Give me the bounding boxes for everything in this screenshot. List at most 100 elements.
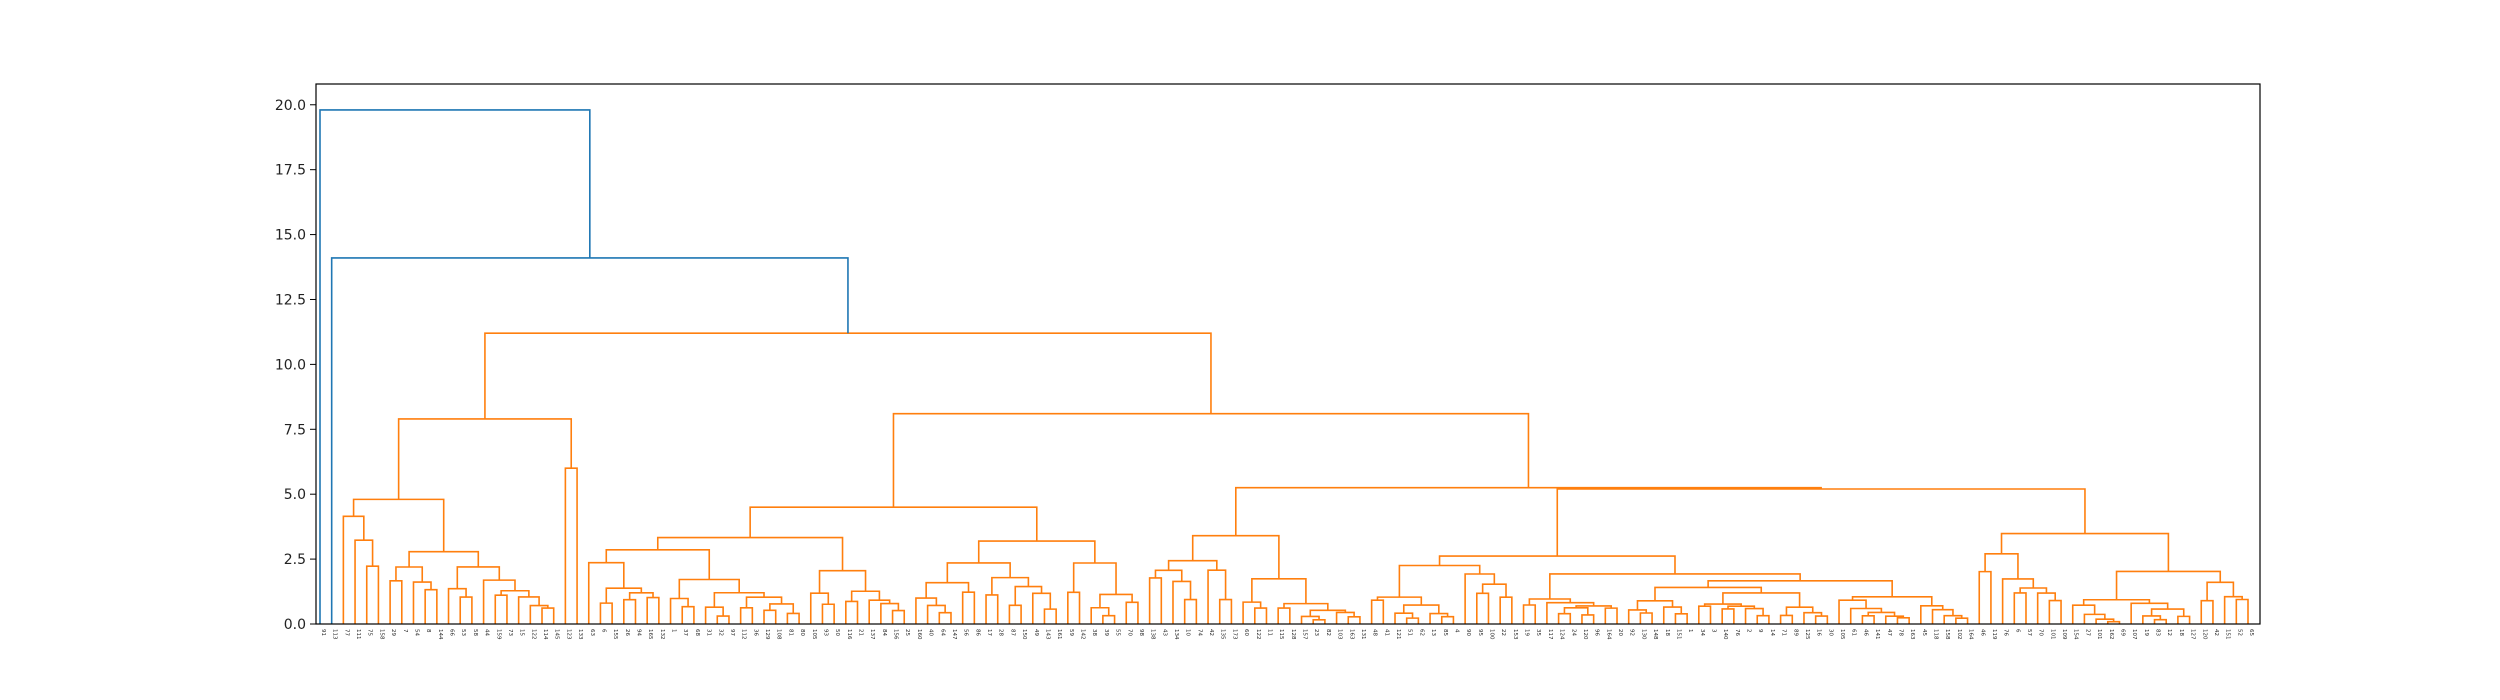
x-leaf-label-116: 151 [1675,629,1681,640]
dendrogram-link-31 [763,609,777,624]
dendrogram-link-117 [1814,615,1829,624]
dendrogram-link-2 [342,515,365,624]
y-tick-label-6: 15.0 [275,228,306,244]
x-leaf-label-0: 91 [320,629,326,636]
x-leaf-label-133: 141 [1874,629,1880,640]
dendrogram-links [319,109,2249,624]
x-leaf-label-52: 40 [928,629,934,636]
x-leaf-label-105: 117 [1547,629,1553,640]
dendrogram-link-23 [628,591,654,600]
x-leaf-label-158: 12 [2166,629,2172,636]
dendrogram-link-83 [1251,578,1307,604]
x-leaf-label-49: 156 [893,629,899,640]
x-leaf-label-56: 86 [974,629,980,636]
x-leaf-label-164: 52 [2236,629,2242,636]
dendrogram-link-152 [2082,598,2151,606]
x-leaf-label-121: 76 [1734,629,1740,636]
x-leaf-label-69: 70 [1126,629,1132,636]
x-leaf-label-112: 92 [1629,629,1635,636]
y-tick-label-2: 5.0 [284,487,306,503]
x-leaf-label-35: 97 [729,629,735,636]
x-leaf-label-103: 19 [1524,629,1530,636]
dendrogram-link-84 [1191,534,1280,579]
dendrogram-link-20 [599,602,613,624]
x-leaf-label-84: 157 [1302,629,1308,640]
dendrogram-link-138 [2048,599,2062,624]
dendrogram-link-154 [2235,598,2249,624]
dendrogram-link-142 [1984,553,2019,579]
x-leaf-label-72: 43 [1161,629,1167,636]
dendrogram-link-58 [946,562,1011,583]
dendrogram-link-74 [1253,607,1268,624]
x-leaf-label-73: 134 [1173,629,1179,640]
x-leaf-label-148: 101 [2049,629,2055,640]
dendrogram-link-157 [2115,570,2222,600]
x-leaf-label-136: 163 [1909,629,1915,640]
x-leaf-label-100: 100 [1488,629,1494,640]
x-leaf-label-25: 155 [612,629,618,640]
x-leaf-label-102: 153 [1512,629,1518,640]
dendrogram-link-98 [1557,612,1572,624]
dendrogram-link-85 [1370,599,1385,624]
y-tick-label-7: 17.5 [275,163,306,179]
x-leaf-label-26: 26 [624,629,630,636]
x-leaf-label-130: 105 [1839,629,1845,640]
dendrogram-link-68 [1183,598,1198,624]
dendrogram-link-119 [1785,606,1814,616]
y-tick-label-5: 12.5 [275,292,306,308]
x-leaf-label-33: 31 [706,629,712,636]
x-leaf-label-54: 147 [951,629,957,640]
x-leaf-label-23: 63 [589,629,595,636]
dendrogram-link-10 [541,607,555,624]
x-leaf-label-101: 22 [1500,629,1506,636]
dendrogram-link-97 [1522,604,1537,624]
dendrogram-link-71 [1218,598,1233,624]
x-leaf-label-108: 120 [1582,629,1588,640]
dendrogram-link-81 [1309,609,1347,617]
x-leaf-label-126: 89 [1792,629,1798,636]
x-leaf-label-68: 55 [1115,629,1121,636]
dendrogram-link-95 [1464,573,1496,624]
dendrogram-link-109 [1636,600,1674,610]
x-leaf-label-120: 140 [1722,629,1728,640]
x-leaf-label-1: 113 [332,629,338,640]
x-leaf-label-145: 6 [2014,629,2020,633]
dendrogram-link-32 [786,612,800,624]
x-leaf-label-149: 109 [2061,629,2067,640]
x-leaf-label-114: 148 [1652,629,1658,640]
x-leaf-label-160: 127 [2190,629,2196,640]
dendrogram-link-134 [1549,573,1801,599]
x-leaf-label-76: 42 [1208,629,1214,636]
dendrogram-link-123 [1896,616,1910,624]
x-leaf-label-37: 36 [752,629,758,636]
x-leaf-label-91: 41 [1383,629,1389,636]
dendrogram-link-5 [412,581,432,624]
x-leaf-label-13: 58 [472,629,478,636]
dendrogram-link-17 [352,498,445,552]
x-leaf-label-58: 28 [998,629,1004,636]
dendrogram-link-139 [2036,592,2056,624]
dendrogram-link-120 [1722,592,1801,608]
dendrogram-link-73 [1167,559,1218,571]
dendrogram-link-22 [646,596,660,624]
dendrogram-link-151 [2130,602,2169,624]
y-tick-label-3: 7.5 [284,422,306,438]
x-leaf-label-60: 150 [1021,629,1027,640]
x-leaf-label-20: 145 [554,629,560,640]
x-leaf-label-18: 122 [530,629,536,640]
dendrogram-link-162 [484,332,1212,419]
dendrogram-link-69 [1172,580,1192,624]
x-leaf-label-46: 21 [858,629,864,636]
dendrogram-link-132 [1851,596,1933,606]
x-leaf-label-129: 30 [1827,629,1833,636]
x-leaf-label-147: 70 [2038,629,2044,636]
x-leaf-label-142: 46 [1979,629,1985,636]
x-leaf-label-151: 27 [2084,629,2090,636]
x-leaf-label-118: 34 [1699,629,1705,636]
dendrogram-link-112 [1756,614,1770,624]
x-leaf-label-135: 78 [1897,629,1903,636]
dendrogram-link-106 [1627,609,1648,624]
x-leaf-label-32: 68 [694,629,700,636]
x-leaf-label-138: 118 [1933,629,1939,640]
dendrogram-link-77 [1312,618,1326,624]
